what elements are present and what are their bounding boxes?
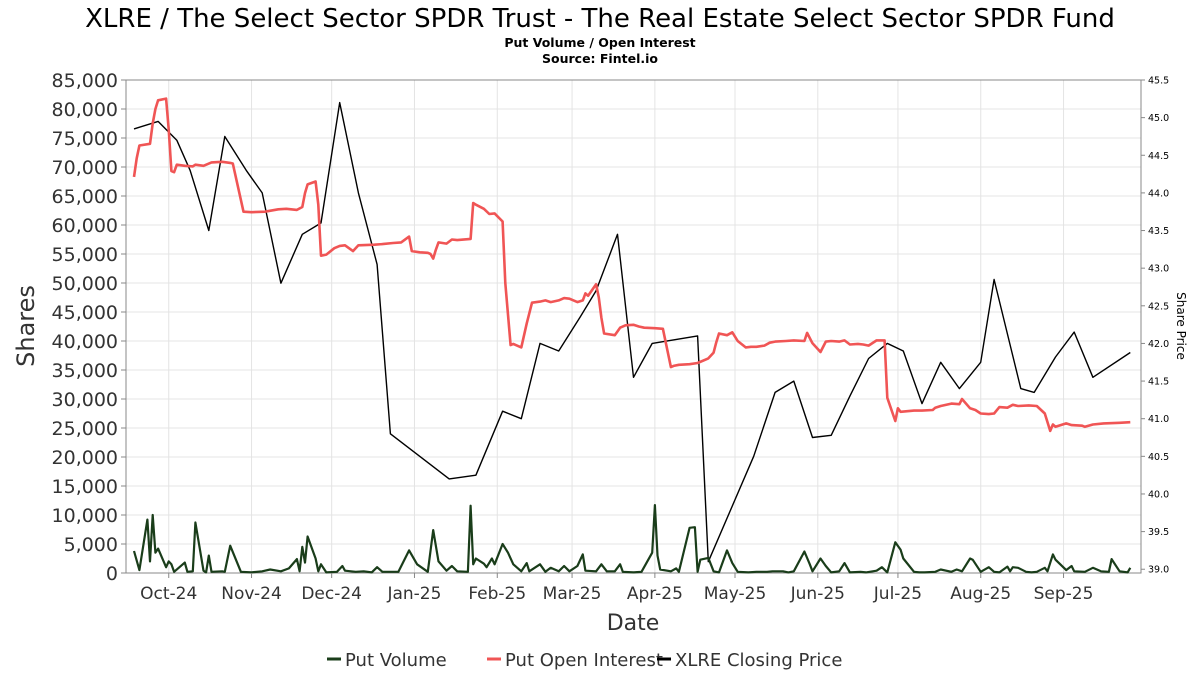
series-line-put-volume — [132, 504, 1132, 574]
x-tick-label: Jan-25 — [386, 584, 441, 604]
y2-tick-label: 41.0 — [1148, 414, 1169, 425]
x-tick-label: Aug-25 — [950, 584, 1011, 604]
y-tick-label: 45,000 — [52, 302, 118, 324]
series-line-put-open-interest — [132, 97, 1131, 433]
chart-title: XLRE / The Select Sector SPDR Trust - Th… — [85, 4, 1115, 34]
chart-subtitle: Put Volume / Open Interest — [504, 35, 695, 50]
y2-axis-label: Share Price — [1174, 292, 1188, 360]
x-tick-label: Feb-25 — [468, 584, 526, 604]
y-tick-label: 50,000 — [52, 273, 118, 295]
y-tick-label: 65,000 — [52, 186, 118, 208]
y-tick-label: 15,000 — [52, 476, 118, 498]
x-axis-ticks: Oct-24 Nov-24 Dec-24 Jan-25 Feb-25 Mar-25 Apr-… — [140, 573, 1093, 604]
y2-tick-label: 43.5 — [1148, 226, 1169, 237]
y-tick-label: 80,000 — [52, 99, 118, 121]
y-tick-label: 5,000 — [64, 534, 118, 556]
y-tick-label: 55,000 — [52, 244, 118, 266]
series-line-xlre-closing-price — [133, 101, 1131, 563]
y2-axis-ticks: 39.0 39.5 40.0 40.5 41.0 41.5 42.0 42.5 43.0 43.5… — [1141, 76, 1169, 576]
x-tick-label: Apr-25 — [627, 584, 683, 604]
x-tick-label: Nov-24 — [221, 584, 282, 604]
y-tick-label: 85,000 — [52, 70, 118, 92]
x-tick-label: Sep-25 — [1034, 584, 1094, 604]
legend-label: XLRE Closing Price — [675, 650, 842, 671]
legend: Put Volume Put Open Interest XLRE Closing … — [327, 650, 842, 671]
y-tick-label: 20,000 — [52, 447, 118, 469]
x-tick-label: Jun-25 — [790, 584, 845, 604]
y2-tick-label: 39.0 — [1148, 565, 1169, 576]
x-tick-label: Jul-25 — [873, 584, 922, 604]
series-lines — [132, 97, 1132, 574]
y2-tick-label: 43.0 — [1148, 264, 1169, 275]
y2-tick-label: 41.5 — [1148, 377, 1169, 388]
y2-tick-label: 39.5 — [1148, 527, 1169, 538]
x-tick-label: Dec-24 — [301, 584, 362, 604]
y2-tick-label: 45.0 — [1148, 113, 1169, 124]
y-tick-label: 30,000 — [52, 389, 118, 411]
y-axis-label: Shares — [12, 285, 40, 367]
y-tick-label: 60,000 — [52, 215, 118, 237]
y-tick-label: 40,000 — [52, 331, 118, 353]
legend-label: Put Volume — [345, 650, 447, 671]
x-tick-label: Mar-25 — [543, 584, 602, 604]
y-tick-label: 10,000 — [52, 505, 118, 527]
x-axis-label: Date — [607, 611, 660, 636]
y2-tick-label: 44.5 — [1148, 151, 1169, 162]
y2-tick-label: 40.5 — [1148, 452, 1169, 463]
y-tick-label: 70,000 — [52, 157, 118, 179]
y-tick-label: 25,000 — [52, 418, 118, 440]
y2-tick-label: 42.0 — [1148, 339, 1169, 350]
y-tick-label: 0 — [106, 563, 118, 585]
y2-tick-label: 45.5 — [1148, 76, 1169, 87]
y2-tick-label: 40.0 — [1148, 489, 1169, 500]
y-tick-label: 75,000 — [52, 128, 118, 150]
legend-label: Put Open Interest — [505, 650, 663, 671]
chart-source: Source: Fintel.io — [542, 51, 658, 66]
y2-tick-label: 44.0 — [1148, 188, 1169, 199]
y2-tick-label: 42.5 — [1148, 301, 1169, 312]
y-tick-label: 35,000 — [52, 360, 118, 382]
x-tick-label: Oct-24 — [140, 584, 197, 604]
x-tick-label: May-25 — [704, 584, 767, 604]
y-axis-ticks: 0 5,000 10,000 15,000 20,000 25,000 30,000 35,0… — [52, 70, 126, 585]
